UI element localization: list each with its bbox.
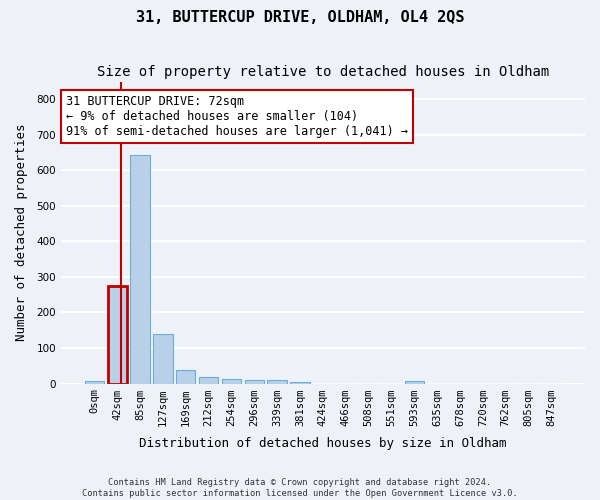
- Bar: [153, 334, 173, 384]
- Bar: [268, 380, 287, 384]
- Bar: [107, 286, 127, 384]
- Y-axis label: Number of detached properties: Number of detached properties: [15, 124, 28, 342]
- Title: Size of property relative to detached houses in Oldham: Size of property relative to detached ho…: [97, 65, 549, 79]
- Bar: [290, 382, 310, 384]
- Bar: [404, 380, 424, 384]
- Text: 31 BUTTERCUP DRIVE: 72sqm
← 9% of detached houses are smaller (104)
91% of semi-: 31 BUTTERCUP DRIVE: 72sqm ← 9% of detach…: [66, 95, 408, 138]
- Bar: [176, 370, 196, 384]
- Text: Contains HM Land Registry data © Crown copyright and database right 2024.
Contai: Contains HM Land Registry data © Crown c…: [82, 478, 518, 498]
- X-axis label: Distribution of detached houses by size in Oldham: Distribution of detached houses by size …: [139, 437, 506, 450]
- Bar: [199, 377, 218, 384]
- Bar: [85, 380, 104, 384]
- Text: 31, BUTTERCUP DRIVE, OLDHAM, OL4 2QS: 31, BUTTERCUP DRIVE, OLDHAM, OL4 2QS: [136, 10, 464, 25]
- Bar: [130, 156, 150, 384]
- Bar: [245, 380, 264, 384]
- Bar: [222, 380, 241, 384]
